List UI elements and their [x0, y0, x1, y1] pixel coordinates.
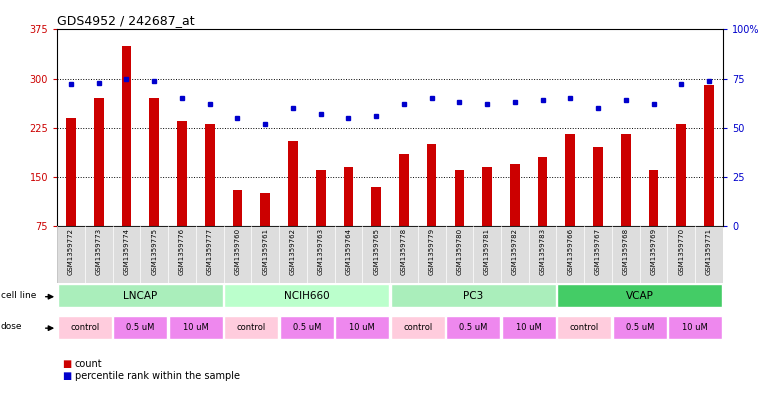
Text: dose: dose [1, 323, 22, 331]
Text: GDS4952 / 242687_at: GDS4952 / 242687_at [57, 14, 195, 27]
Bar [66, 118, 76, 226]
Text: NCIH660: NCIH660 [284, 291, 330, 301]
Text: control: control [403, 323, 432, 332]
Bar [390, 316, 445, 339]
Text: LNCAP: LNCAP [123, 291, 158, 301]
Bar [594, 147, 603, 226]
Text: GSM1359783: GSM1359783 [540, 228, 546, 275]
Text: 10 uM: 10 uM [183, 323, 209, 332]
Bar [510, 164, 520, 226]
Bar [122, 46, 132, 226]
Bar [233, 190, 242, 226]
Text: control: control [70, 323, 100, 332]
Bar [613, 316, 667, 339]
Bar [113, 316, 167, 339]
Bar [538, 157, 547, 226]
Bar [335, 316, 390, 339]
Text: VCAP: VCAP [626, 291, 654, 301]
Bar [260, 193, 270, 226]
Text: GSM1359760: GSM1359760 [234, 228, 240, 275]
Bar [288, 141, 298, 226]
Bar [677, 125, 686, 226]
Bar [557, 284, 722, 307]
Text: GSM1359763: GSM1359763 [317, 228, 323, 275]
Bar [427, 144, 437, 226]
Bar [399, 154, 409, 226]
Text: GSM1359770: GSM1359770 [678, 228, 684, 275]
Text: 0.5 uM: 0.5 uM [459, 323, 488, 332]
Bar [279, 316, 334, 339]
Text: GSM1359765: GSM1359765 [373, 228, 379, 275]
Text: GSM1359779: GSM1359779 [428, 228, 435, 275]
Text: GSM1359767: GSM1359767 [595, 228, 601, 275]
Bar [58, 284, 223, 307]
Text: PC3: PC3 [463, 291, 483, 301]
Text: control: control [237, 323, 266, 332]
Bar [390, 284, 556, 307]
Text: GSM1359773: GSM1359773 [96, 228, 102, 275]
Text: GSM1359778: GSM1359778 [401, 228, 407, 275]
Bar [565, 134, 575, 226]
Text: GSM1359764: GSM1359764 [345, 228, 352, 275]
Text: percentile rank within the sample: percentile rank within the sample [75, 371, 240, 382]
Text: GSM1359772: GSM1359772 [68, 228, 74, 275]
Bar [704, 85, 714, 226]
Bar [343, 167, 353, 226]
Text: GSM1359766: GSM1359766 [568, 228, 573, 275]
Text: GSM1359762: GSM1359762 [290, 228, 296, 275]
Text: 0.5 uM: 0.5 uM [292, 323, 321, 332]
Text: 0.5 uM: 0.5 uM [126, 323, 154, 332]
Text: GSM1359774: GSM1359774 [123, 228, 129, 275]
Text: control: control [569, 323, 599, 332]
Text: 0.5 uM: 0.5 uM [626, 323, 654, 332]
Text: ■: ■ [62, 371, 72, 382]
Text: GSM1359768: GSM1359768 [622, 228, 629, 275]
Bar [149, 98, 159, 226]
Text: GSM1359776: GSM1359776 [179, 228, 185, 275]
Bar [58, 316, 112, 339]
Text: GSM1359782: GSM1359782 [512, 228, 518, 275]
Bar [446, 316, 501, 339]
Bar [177, 121, 186, 226]
Text: GSM1359775: GSM1359775 [151, 228, 158, 275]
Text: GSM1359771: GSM1359771 [706, 228, 712, 275]
Bar [668, 316, 722, 339]
Bar [557, 316, 611, 339]
Text: cell line: cell line [1, 291, 36, 300]
Bar [169, 316, 223, 339]
Bar [621, 134, 631, 226]
Text: ■: ■ [62, 358, 72, 369]
Text: GSM1359769: GSM1359769 [651, 228, 657, 275]
Text: 10 uM: 10 uM [349, 323, 375, 332]
Bar [316, 170, 326, 226]
Bar [454, 170, 464, 226]
Bar [482, 167, 492, 226]
Text: GSM1359777: GSM1359777 [207, 228, 212, 275]
Text: GSM1359780: GSM1359780 [457, 228, 463, 275]
Bar [224, 316, 279, 339]
Text: 10 uM: 10 uM [683, 323, 708, 332]
Bar [501, 316, 556, 339]
Bar [224, 284, 390, 307]
Text: count: count [75, 358, 102, 369]
Bar [94, 98, 103, 226]
Text: GSM1359781: GSM1359781 [484, 228, 490, 275]
Text: 10 uM: 10 uM [516, 323, 542, 332]
Bar [648, 170, 658, 226]
Bar [371, 187, 381, 226]
Bar [205, 125, 215, 226]
Text: GSM1359761: GSM1359761 [262, 228, 268, 275]
